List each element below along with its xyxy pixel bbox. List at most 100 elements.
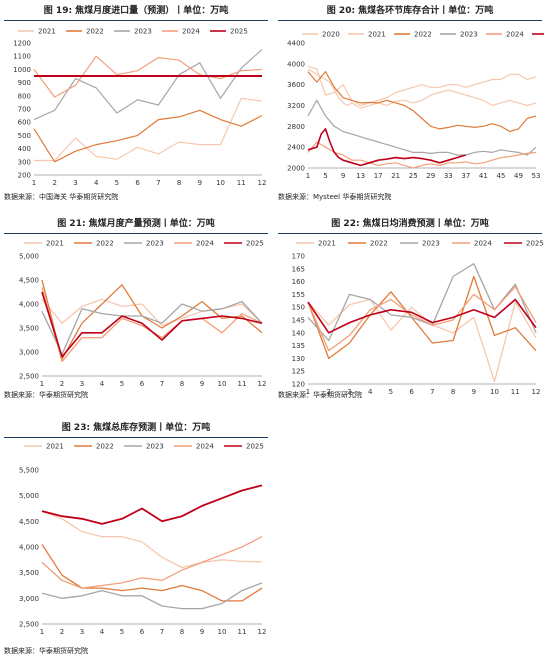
legend-label-2022: 2022 [96,240,114,248]
series-line-2022 [307,275,537,360]
x-tick-label: 6 [140,380,145,388]
y-tick-label: 300 [18,158,31,166]
x-tick-label: 8 [180,628,184,636]
chart-source: 数据来源：华泰期货研究院 [278,391,362,399]
x-tick-label: 5 [115,179,119,187]
x-tick-label: 53 [532,172,541,180]
x-tick-label: 41 [479,172,488,180]
x-tick-label: 12 [258,628,267,636]
x-tick-label: 1 [306,388,310,394]
x-tick-label: 1 [40,380,44,388]
legend-label-2021: 2021 [368,31,386,39]
y-tick-label: 2400 [287,144,305,152]
x-tick-label: 2 [326,388,330,394]
legend-label-2021: 2021 [38,28,56,36]
x-tick-label: 6 [409,388,414,394]
legend-label-2023: 2023 [146,240,164,248]
x-tick-label: 7 [156,179,160,187]
x-tick-label: 37 [461,172,470,180]
x-tick-label: 7 [160,380,164,388]
chart-panel-22: 图 22: 焦煤日均消费预测丨单位：万吨 120 125 130 135 140 145 1… [278,216,544,406]
chart-title: 图 22: 焦煤日均消费预测丨单位：万吨 [278,216,542,234]
x-tick-label: 33 [444,172,453,180]
chart-title: 图 21: 焦煤月度产量预测丨单位：万吨 [4,216,268,234]
series-line-2024 [33,55,263,98]
x-tick-label: 3 [80,380,84,388]
series-line-2022 [33,109,263,163]
x-tick-label: 6 [135,179,140,187]
x-tick-label: 2 [52,179,56,187]
chart-panel-23: 图 23: 焦煤总库存预测丨单位：万吨 2,500 3,000 3,500 4,000… [4,420,272,658]
x-tick-label: 12 [258,179,267,187]
y-tick-label: 700 [18,106,31,114]
x-tick-label: 9 [472,388,476,394]
series-line-2025 [307,298,537,334]
chart-source: 数据来源：Mysteel 华泰期货研究院 [278,193,392,201]
legend-label-2023: 2023 [134,28,152,36]
x-tick-label: 8 [180,380,184,388]
legend-label-2025: 2025 [230,28,248,36]
chart-title: 图 20: 焦煤各环节库存合计丨单位：万吨 [278,3,542,21]
x-tick-label: 7 [160,628,164,636]
series-line-2023 [41,300,263,356]
series-line-2022 [41,279,263,360]
series-line-2022 [307,70,537,133]
y-tick-label: 3,000 [19,595,39,603]
y-tick-label: 3,500 [19,569,39,577]
y-tick-label: 600 [18,119,31,127]
chart-source: 数据来源：华泰期货研究院 [4,647,88,655]
legend-label-2023: 2023 [460,31,478,39]
x-tick-label: 10 [490,388,499,394]
x-tick-label: 6 [140,628,145,636]
chart-source: 数据来源：中国海关 华泰期货研究院 [4,193,119,201]
series-line-2021 [307,298,537,383]
legend-label-2022: 2022 [370,240,388,248]
legend-label-2024: 2024 [474,240,492,248]
y-tick-label: 500 [18,132,31,140]
series-line-2021 [34,97,263,162]
y-tick-label: 3,000 [19,349,39,357]
x-tick-label: 2 [60,628,64,636]
y-tick-label: 4,500 [19,277,39,285]
x-tick-label: 21 [391,172,400,180]
x-tick-label: 4 [368,388,373,394]
x-tick-label: 10 [216,179,225,187]
x-tick-label: 3 [347,388,351,394]
y-tick-label: 135 [292,342,305,350]
series-line-2021 [307,68,537,109]
y-tick-label: 800 [18,92,31,100]
y-tick-label: 4400 [287,40,305,48]
y-tick-label: 4,500 [19,518,39,526]
x-tick-label: 9 [341,172,345,180]
x-tick-label: 45 [496,172,505,180]
series-line-2025 [307,128,467,167]
x-tick-label: 8 [451,388,455,394]
x-tick-label: 3 [73,179,77,187]
y-tick-label: 5,500 [19,467,39,475]
legend-label-2021: 2021 [46,240,64,248]
series-line-2025 [41,291,263,358]
legend-label-2024: 2024 [196,240,214,248]
y-tick-label: 150 [292,304,305,312]
x-tick-label: 11 [511,388,520,394]
x-tick-label: 3 [80,628,84,636]
legend-label-2023: 2023 [422,240,440,248]
y-tick-label: 145 [292,317,305,325]
x-tick-label: 8 [177,179,181,187]
x-tick-label: 1 [306,172,310,180]
chart-panel-21: 图 21: 焦煤月度产量预测丨单位：万吨 2,500 3,000 3,500 4,00… [4,216,272,406]
y-tick-label: 900 [18,79,31,87]
series-line-2024 [307,286,537,352]
series-line-2023 [41,582,263,610]
legend-label-2024: 2024 [182,28,200,36]
chart-panel-20: 图 20: 焦煤各环节库存合计丨单位：万吨 2000 2400 2800 3200 36… [278,3,544,203]
series-line-2023 [307,99,537,156]
y-tick-label: 2,500 [19,621,39,629]
x-tick-label: 12 [258,380,267,388]
y-tick-label: 125 [292,368,305,376]
y-tick-label: 170 [292,253,305,261]
y-tick-label: 5,000 [19,253,39,261]
series-line-2025 [41,484,263,525]
